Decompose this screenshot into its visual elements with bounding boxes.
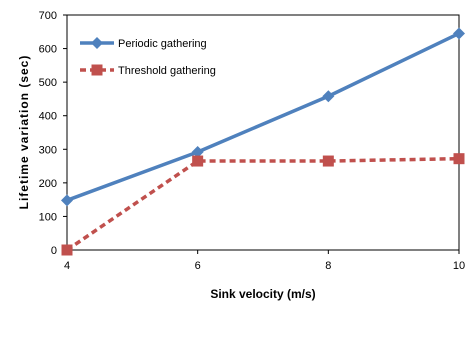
y-tick-label: 500: [39, 77, 57, 89]
y-tick-label: 400: [39, 111, 57, 123]
data-point: [61, 244, 73, 256]
x-tick-label: 6: [195, 260, 201, 272]
x-axis-title: Sink velocity (m/s): [210, 287, 315, 301]
legend-item: Threshold gathering: [80, 64, 216, 77]
y-tick-label: 600: [39, 44, 57, 56]
data-point: [322, 90, 335, 103]
series-2: [61, 153, 465, 256]
x-tick-label: 8: [325, 260, 331, 272]
y-tick-label: 0: [51, 245, 57, 257]
series-line: [66, 156, 460, 252]
legend: Periodic gathering Threshold gathering: [80, 37, 216, 77]
data-point: [453, 27, 465, 40]
y-tick-label: 700: [39, 10, 57, 22]
series-1: [61, 27, 465, 207]
legend-marker: [91, 37, 103, 49]
data-point: [322, 155, 334, 167]
legend-marker: [91, 64, 103, 76]
data-point: [191, 145, 204, 158]
x-axis-ticks: 4 6 8 10: [64, 250, 465, 272]
legend-label: Threshold gathering: [118, 65, 216, 77]
data-point: [192, 155, 204, 167]
y-tick-label: 200: [39, 178, 57, 190]
legend-item: Periodic gathering: [80, 37, 207, 50]
y-axis-ticks: 0 100 200 300 400 500 600 700: [39, 10, 67, 257]
y-tick-label: 100: [39, 211, 57, 223]
series-line: [66, 31, 460, 202]
data-point: [453, 153, 465, 165]
x-tick-label: 4: [64, 260, 70, 272]
series-layer: [61, 27, 465, 256]
y-tick-label: 300: [39, 144, 57, 156]
legend-label: Periodic gathering: [118, 38, 207, 50]
x-tick-label: 10: [453, 260, 465, 272]
plot-area: [66, 14, 460, 251]
data-point: [61, 194, 73, 207]
y-axis-title: Lifetime variation (sec): [17, 55, 31, 210]
